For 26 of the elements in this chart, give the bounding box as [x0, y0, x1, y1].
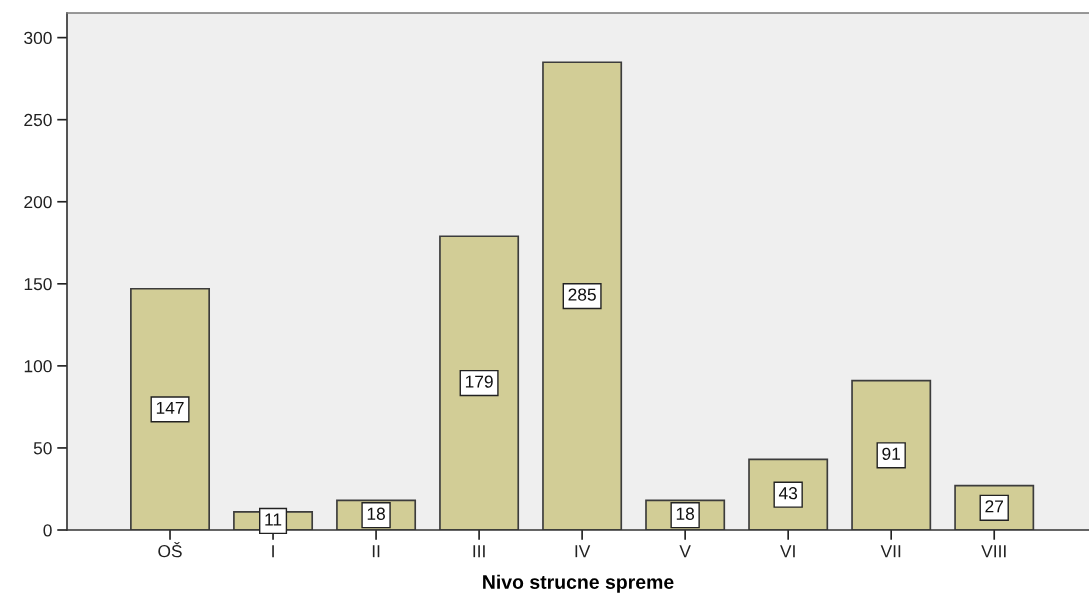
y-tick-label: 250: [24, 113, 52, 127]
data-label: 147: [156, 401, 184, 414]
x-tick-label: OŠ: [158, 541, 182, 558]
y-tick-label: 100: [24, 360, 52, 373]
data-label: 27: [985, 500, 1003, 513]
data-label: 43: [778, 487, 798, 500]
y-tick-label: 0: [43, 524, 52, 537]
data-label: 18: [367, 507, 385, 520]
y-tick-label: 300: [24, 31, 52, 45]
y-tick-label: 50: [33, 442, 52, 455]
y-tick-label: 150: [24, 277, 52, 291]
x-axis-title: Nivo strucne spreme: [483, 574, 674, 593]
data-label: 18: [676, 507, 695, 520]
x-tick-label: VII: [880, 545, 901, 558]
x-tick-label: IV: [575, 545, 591, 558]
data-label: 11: [265, 513, 282, 526]
x-tick-label: VI: [780, 545, 795, 558]
x-tick-label: II: [372, 545, 380, 558]
y-tick-label: 200: [24, 195, 52, 209]
data-label: 91: [882, 447, 900, 460]
x-tick-label: VIII: [981, 545, 1006, 558]
x-tick-label: III: [473, 545, 485, 558]
x-tick-label: I: [272, 545, 274, 558]
data-label: 285: [568, 288, 596, 301]
data-label: 179: [465, 375, 493, 388]
x-tick-label: V: [679, 545, 691, 558]
